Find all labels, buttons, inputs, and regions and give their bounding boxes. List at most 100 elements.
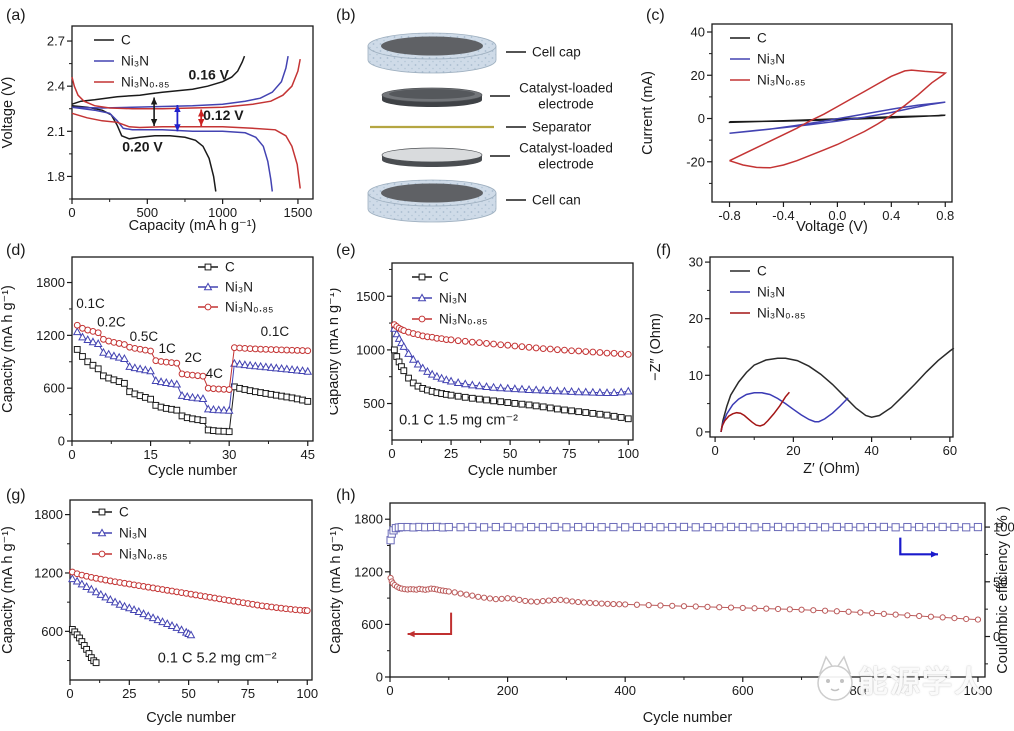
series-Ni3N-charge bbox=[71, 55, 289, 109]
component-label: electrode bbox=[538, 157, 594, 172]
label-cell-can: Cell can bbox=[506, 193, 581, 208]
component-label: Catalyst-loaded bbox=[519, 81, 613, 96]
legend-label: C bbox=[757, 31, 767, 46]
panel-label: (f) bbox=[656, 242, 671, 259]
panel-h: (h) 0 200 400 600 800 1000 0 600 1200 1800 0 50 100 Co… bbox=[328, 480, 1014, 731]
x-tick-label: 20 bbox=[786, 443, 800, 458]
component-label: Catalyst-loaded bbox=[519, 141, 613, 156]
panel-label: (h) bbox=[336, 487, 356, 504]
x-tick-label: 40 bbox=[864, 443, 878, 458]
y-tick-label: 0 bbox=[376, 670, 383, 685]
y2-tick-label: 100 bbox=[993, 520, 1014, 535]
legend-item-1: C bbox=[730, 31, 767, 46]
chart-d: (d) 0 15 30 45 0 600 1200 1800 Cycle number Capaci… bbox=[0, 242, 315, 479]
y-tick-label: 0 bbox=[698, 111, 705, 126]
series-Ni3N-rate bbox=[72, 327, 313, 414]
x-tick-label: 50 bbox=[181, 686, 195, 701]
legend-item-3: Ni₃N₀.₈₅ bbox=[730, 73, 805, 88]
legend-label: Ni₃N₀.₈₅ bbox=[757, 73, 805, 88]
ticks: 0 15 30 45 0 600 1200 1800 bbox=[36, 275, 315, 462]
plot-frame bbox=[69, 499, 313, 681]
panel-e: (e) 0 25 50 75 100 500 1000 1500 Cycle number Capa… bbox=[326, 235, 650, 480]
arrow bbox=[407, 612, 453, 638]
y2-axis-label: Coulombic efficiency ( % ) bbox=[995, 506, 1011, 673]
legend-label: Ni₃N bbox=[439, 291, 467, 306]
y-axis-label: Current (mA) bbox=[640, 71, 656, 155]
y-tick-label: 0 bbox=[696, 424, 703, 439]
x-tick-label: 0 bbox=[711, 443, 718, 458]
x-tick-label: 15 bbox=[143, 447, 157, 462]
series-C-cv bbox=[728, 114, 946, 124]
ticks: 0 20 40 60 0 10 20 30 bbox=[689, 255, 958, 458]
ticks: 0 25 50 75 100 600 1200 1800 bbox=[34, 507, 318, 701]
legend: C Ni₃N Ni₃N₀.₈₅ bbox=[730, 31, 805, 88]
panel-f: (f) 0 20 40 60 0 10 20 30 Z′ (Ohm) −Z″ (Ohm) C Ni₃N N… bbox=[648, 235, 1014, 480]
panel-label: (c) bbox=[646, 7, 665, 24]
x-tick-label: 0 bbox=[66, 686, 73, 701]
annotation: 2C bbox=[185, 350, 203, 365]
component-label: Separator bbox=[532, 120, 592, 135]
legend-label: Ni₃N₀.₈₅ bbox=[121, 75, 169, 90]
legend-item-2: Ni₃N bbox=[412, 291, 467, 306]
y-tick-label: 10 bbox=[689, 368, 703, 383]
x-axis-label: Cycle number bbox=[148, 463, 238, 479]
series-C-rate bbox=[73, 346, 312, 436]
x-tick-label: 0 bbox=[68, 205, 75, 220]
ticks: 0 25 50 75 100 500 1000 1500 bbox=[356, 268, 639, 461]
x-tick-label: 0.0 bbox=[828, 208, 846, 223]
annotation: 0.16 V bbox=[189, 66, 230, 82]
series-Ni3N085-cyc bbox=[390, 321, 632, 358]
legend: C Ni₃N Ni₃N₀.₈₅ bbox=[94, 33, 169, 90]
chart-e: (e) 0 25 50 75 100 500 1000 1500 Cycle number Capa… bbox=[326, 242, 639, 479]
legend-label: C bbox=[757, 264, 767, 279]
series-Ni3N-cv bbox=[729, 101, 946, 134]
plot-frame bbox=[71, 256, 314, 442]
series-Ni3N085-discharge bbox=[71, 112, 301, 189]
y-axis-label: −Z″ (Ohm) bbox=[650, 313, 664, 381]
x-tick-label: -0.4 bbox=[772, 208, 794, 223]
series-Ni3N085-capacity bbox=[387, 574, 982, 623]
legend-item-2: Ni₃N bbox=[94, 54, 149, 69]
y-tick-label: 0 bbox=[58, 434, 65, 449]
upper-electrode-disc bbox=[381, 87, 483, 107]
legend-item-1: C bbox=[198, 260, 235, 275]
y-tick-label: 40 bbox=[691, 25, 705, 40]
annotation: 0.20 V bbox=[122, 139, 163, 155]
annotation: 0.1C bbox=[76, 296, 105, 311]
x-axis-label: Cycle number bbox=[643, 710, 733, 726]
legend-item-1: C bbox=[412, 270, 449, 285]
legend-label: Ni₃N bbox=[757, 52, 785, 67]
x-tick-label: 60 bbox=[943, 443, 957, 458]
cell-schematic: (b)Cell capCatalyst-loadedelectrodeSepar… bbox=[336, 7, 613, 223]
cell-cap-disc bbox=[367, 32, 497, 74]
x-axis-label: Cycle number bbox=[146, 710, 236, 726]
chart-h: (h) 0 200 400 600 800 1000 0 600 1200 1800 0 50 100Co… bbox=[328, 487, 1014, 726]
x-tick-label: 200 bbox=[497, 683, 519, 698]
x-tick-label: 1000 bbox=[963, 683, 992, 698]
legend-label: C bbox=[439, 270, 449, 285]
x-tick-label: 75 bbox=[562, 446, 576, 461]
y-tick-label: 1500 bbox=[356, 289, 385, 304]
component-label: Cell can bbox=[532, 193, 581, 208]
y-axis-label: Capacity (mA h g⁻¹) bbox=[0, 526, 16, 654]
series-Ni3N085-cyc52 bbox=[68, 568, 311, 615]
y-tick-label: 1800 bbox=[354, 512, 383, 527]
y-tick-label: 2.4 bbox=[47, 79, 65, 94]
annotation: 0.1 C 1.5 mg cm⁻² bbox=[399, 412, 518, 428]
y-tick-label: 2.1 bbox=[47, 124, 65, 139]
legend-label: Ni₃N bbox=[121, 54, 149, 69]
legend-label: Ni₃N bbox=[225, 280, 253, 295]
panel-label: (b) bbox=[336, 7, 356, 24]
y-axis-label: Capacity (mA h g⁻¹) bbox=[330, 288, 342, 416]
legend: C Ni₃N Ni₃N₀.₈₅ bbox=[412, 270, 487, 327]
legend-item-3: Ni₃N₀.₈₅ bbox=[94, 75, 169, 90]
arrow bbox=[198, 109, 205, 127]
y-tick-label: 600 bbox=[41, 624, 63, 639]
ticks: 0 200 400 600 800 1000 0 600 1200 1800 0 50 100 bbox=[354, 512, 1014, 698]
series-Ni3N085-coulombic-efficiency bbox=[386, 522, 983, 545]
y-tick-label: 20 bbox=[689, 311, 703, 326]
panel-c: (c) -0.8 -0.4 0.0 0.4 0.8 -20 0 20 40 Voltage (V) C… bbox=[640, 0, 1014, 235]
legend-item-1: C bbox=[730, 264, 767, 279]
plot-frame bbox=[709, 256, 954, 438]
